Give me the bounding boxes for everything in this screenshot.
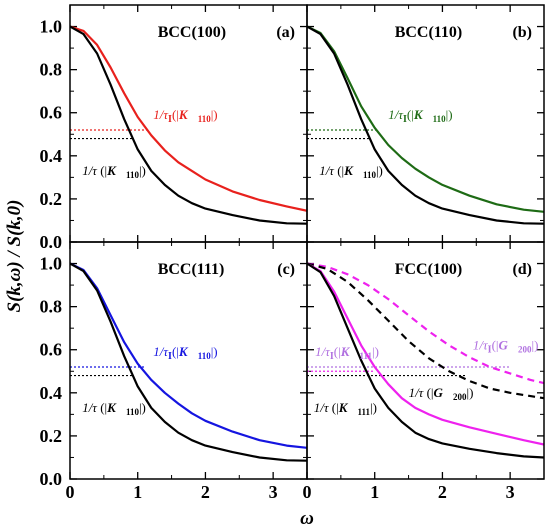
x-tick-label: 3 bbox=[269, 482, 278, 502]
panel-tag: (d) bbox=[512, 261, 532, 278]
series-line bbox=[307, 262, 544, 459]
series-line bbox=[307, 262, 544, 446]
y-tick-label: 1.0 bbox=[40, 17, 63, 37]
y-tick-label: 1.0 bbox=[40, 254, 63, 274]
series-line bbox=[70, 262, 307, 462]
panel-a: 0.0 0.2 0.4 0.6 0.8 1.0 1/τI(|K⃗110|) 1/τ (|K⃗1… bbox=[40, 4, 308, 252]
panel-title: BCC(110) bbox=[395, 24, 463, 41]
x-tick-label: 0 bbox=[66, 482, 75, 502]
panel-tag: (c) bbox=[277, 261, 295, 278]
y-tick-label: 0.6 bbox=[40, 103, 63, 123]
x-tick-label: 1 bbox=[133, 482, 142, 502]
series-line bbox=[307, 262, 544, 385]
panel-title: BCC(100) bbox=[158, 24, 226, 41]
series-line bbox=[307, 262, 544, 400]
annotation-label: 1/τ (|K⃗111|) bbox=[314, 400, 377, 417]
y-tick-label: 0.4 bbox=[40, 383, 63, 403]
panel-c: 0 1 2 3 0.0 0.2 0.4 0.6 0.8 1.0 1/τI(|K⃗110|) 1/τ (… bbox=[40, 241, 308, 502]
y-tick-label: 0.2 bbox=[40, 189, 63, 209]
x-tick-label: 0 bbox=[303, 482, 312, 502]
x-tick-label: 2 bbox=[201, 482, 210, 502]
annotation-label: 1/τI(|K⃗110|) bbox=[153, 344, 217, 362]
annotation-label: 1/τ (|K⃗110|) bbox=[319, 163, 383, 180]
panel-frame bbox=[306, 241, 545, 480]
annotation-label: 1/τ (|G⃗200|) bbox=[409, 385, 474, 402]
series-line bbox=[307, 25, 544, 225]
y-axis-label: S(k,ω) / S(k,0) bbox=[4, 200, 25, 313]
x-tick-label: 3 bbox=[506, 482, 515, 502]
annotation-label: 1/τ (|K⃗110|) bbox=[82, 163, 146, 180]
annotation-label: 1/τI(|K⃗110|) bbox=[388, 107, 452, 125]
series-line bbox=[307, 25, 544, 213]
annotation-label: 1/τI(|G⃗200|) bbox=[473, 338, 539, 356]
annotation-label: 1/τI(|K⃗111|) bbox=[315, 344, 379, 362]
series-line bbox=[70, 262, 307, 449]
panel-tag: (a) bbox=[276, 24, 295, 41]
y-tick-label: 0.8 bbox=[40, 60, 63, 80]
y-tick-label: 0.0 bbox=[40, 469, 63, 489]
annotation-label: 1/τI(|K⃗110|) bbox=[153, 107, 217, 125]
panel-b: 1/τI(|K⃗110|) 1/τ (|K⃗110|) BCC(110) (b) bbox=[306, 4, 545, 243]
y-tick-label: 0.0 bbox=[40, 232, 63, 252]
x-tick-label: 2 bbox=[438, 482, 447, 502]
panel-title: BCC(111) bbox=[158, 261, 225, 278]
y-tick-label: 0.6 bbox=[40, 340, 63, 360]
y-tick-label: 0.2 bbox=[40, 426, 63, 446]
y-tick-label: 0.4 bbox=[40, 146, 63, 166]
x-axis-label: ω bbox=[300, 508, 314, 529]
panel-d: 0 1 2 3 1/τI(|K⃗111|) 1/τI(|G⃗200|) 1/τ (|G⃗20… bbox=[303, 241, 545, 502]
y-tick-label: 0.8 bbox=[40, 297, 63, 317]
series-line bbox=[70, 25, 307, 212]
panel-title: FCC(100) bbox=[395, 261, 463, 278]
annotation-label: 1/τ (|K⃗110|) bbox=[82, 400, 146, 417]
series-line bbox=[70, 25, 307, 225]
x-tick-label: 1 bbox=[370, 482, 379, 502]
panel-tag: (b) bbox=[512, 24, 532, 41]
